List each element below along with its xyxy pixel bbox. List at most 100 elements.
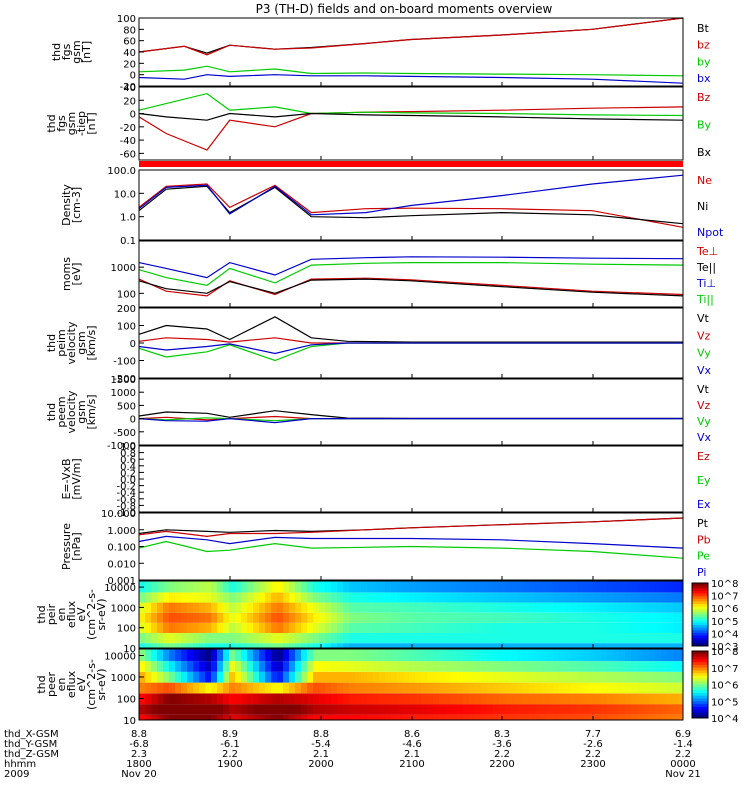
heatmap-cell <box>487 682 493 694</box>
heatmap-cell <box>403 622 409 634</box>
heatmap-cell <box>229 671 235 683</box>
heatmap-cell <box>265 693 271 705</box>
heatmap-cell <box>445 714 451 720</box>
heatmap-cell <box>217 622 223 634</box>
heatmap-cell <box>451 622 457 634</box>
heatmap-cell <box>265 643 271 648</box>
heatmap-cell <box>445 612 451 623</box>
heatmap-cell <box>277 581 283 593</box>
heatmap-cell <box>469 643 475 648</box>
heatmap-cell <box>679 633 683 644</box>
heatmap-cell <box>661 581 667 593</box>
heatmap-cell <box>499 612 505 623</box>
heatmap-cell <box>313 602 319 613</box>
heatmap-cell <box>235 622 241 634</box>
heatmap-cell <box>505 693 511 705</box>
heatmap-cell <box>349 592 355 603</box>
heatmap-cell <box>511 592 517 603</box>
heatmap-cell <box>529 592 535 603</box>
heatmap-cell <box>319 714 325 720</box>
heatmap-cell <box>157 661 163 672</box>
heatmap-cell <box>637 682 643 694</box>
y-tick-label: -60 <box>120 149 136 160</box>
y-axis-label: gsm <box>65 112 78 135</box>
heatmap-cell <box>595 704 601 715</box>
heatmap-cell <box>463 649 469 662</box>
y-axis-label: gsm <box>70 40 83 63</box>
heatmap-cell <box>667 592 673 603</box>
heatmap-cell <box>421 661 427 672</box>
heatmap-cell <box>649 612 655 623</box>
heatmap-cell <box>187 592 193 603</box>
heatmap-cell <box>457 671 463 683</box>
y-tick-label: 20 <box>123 96 136 107</box>
heatmap-cell <box>271 671 277 683</box>
heatmap-cell <box>283 633 289 644</box>
heatmap-cell <box>535 643 541 648</box>
heatmap-cell <box>361 633 367 644</box>
heatmap-cell <box>625 581 631 593</box>
colorbar-cell <box>692 715 708 719</box>
heatmap-cell <box>337 612 343 623</box>
heatmap-cell <box>175 714 181 720</box>
heatmap-cell <box>529 649 535 662</box>
y-axis-label: en <box>55 608 68 622</box>
heatmap-cell <box>409 682 415 694</box>
heatmap-cell <box>289 633 295 644</box>
heatmap-cell <box>541 682 547 694</box>
heatmap-cell <box>619 693 625 705</box>
heatmap-cell <box>559 643 565 648</box>
heatmap-cell <box>517 643 523 648</box>
heatmap-cell <box>181 622 187 634</box>
heatmap-cell <box>589 602 595 613</box>
ephemeris-value: 2200 <box>489 759 514 770</box>
heatmap-cell <box>415 643 421 648</box>
heatmap-cell <box>631 602 637 613</box>
heatmap-cell <box>565 622 571 634</box>
heatmap-cell <box>439 682 445 694</box>
heatmap-cell <box>421 671 427 683</box>
heatmap-cell <box>367 612 373 623</box>
heatmap-cell <box>211 581 217 593</box>
heatmap-cell <box>175 643 181 648</box>
heatmap-cell <box>445 592 451 603</box>
heatmap-cell <box>193 622 199 634</box>
heatmap-cell <box>217 714 223 720</box>
heatmap-cell <box>139 704 145 715</box>
heatmap-cell <box>643 581 649 593</box>
heatmap-cell <box>583 649 589 662</box>
heatmap-cell <box>199 581 205 593</box>
heatmap-cell <box>331 633 337 644</box>
heatmap-cell <box>661 612 667 623</box>
heatmap-cell <box>145 693 151 705</box>
heatmap-cell <box>355 714 361 720</box>
heatmap-cell <box>211 671 217 683</box>
heatmap-cell <box>541 671 547 683</box>
heatmap-cell <box>487 671 493 683</box>
legend-entry: Vy <box>697 347 711 360</box>
heatmap-cell <box>223 622 229 634</box>
heatmap-cell <box>625 714 631 720</box>
heatmap-cell <box>355 633 361 644</box>
heatmap-cell <box>205 714 211 720</box>
heatmap-cell <box>481 704 487 715</box>
heatmap-cell <box>373 643 379 648</box>
heatmap-cell <box>385 581 391 593</box>
heatmap-cell <box>613 682 619 694</box>
heatmap-cell <box>409 649 415 662</box>
heatmap-cell <box>343 622 349 634</box>
colorbar-cell <box>692 643 708 647</box>
heatmap-cell <box>481 592 487 603</box>
heatmap-cell <box>499 661 505 672</box>
heatmap-cell <box>529 714 535 720</box>
heatmap-cell <box>271 682 277 694</box>
heatmap-cell <box>679 649 683 662</box>
heatmap-cell <box>655 714 661 720</box>
heatmap-cell <box>235 693 241 705</box>
y-tick-label: 20 <box>123 59 136 70</box>
heatmap-cell <box>199 704 205 715</box>
heatmap-cell <box>649 714 655 720</box>
colorbar-cell <box>692 712 708 716</box>
heatmap-cell <box>289 592 295 603</box>
heatmap-cell <box>583 622 589 634</box>
